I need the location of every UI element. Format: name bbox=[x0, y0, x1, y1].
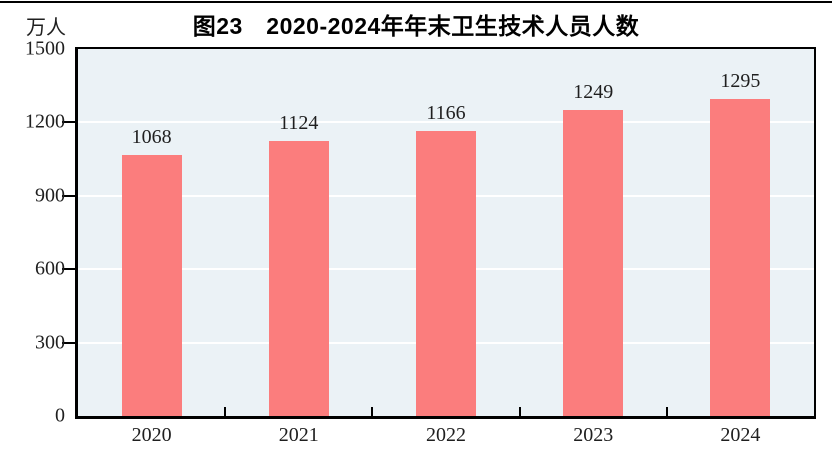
x-tick-label: 2024 bbox=[720, 424, 761, 446]
y-tick-label: 300 bbox=[35, 331, 65, 354]
x-tick-mark bbox=[371, 407, 374, 416]
bar-value-label: 1295 bbox=[720, 70, 761, 93]
bar-2024 bbox=[710, 99, 771, 416]
bar-2023 bbox=[563, 110, 624, 416]
plot-area: 1068 1124 1166 1249 1295 bbox=[75, 47, 816, 419]
y-tick-label: 900 bbox=[35, 184, 65, 207]
bar-value-label: 1124 bbox=[279, 112, 319, 134]
y-tick-label: 0 bbox=[55, 404, 65, 427]
top-rule bbox=[0, 1, 832, 3]
y-tick-label: 1500 bbox=[25, 37, 65, 60]
y-tick-mark bbox=[62, 194, 75, 197]
y-axis: 0 300 600 900 1200 1500 bbox=[0, 38, 75, 427]
x-tick-label: 2022 bbox=[426, 424, 466, 446]
x-tick-label: 2020 bbox=[131, 424, 172, 446]
x-tick-mark bbox=[665, 407, 668, 416]
y-tick-label: 1200 bbox=[25, 110, 65, 133]
x-tick-label: 2023 bbox=[573, 424, 614, 446]
bar-value-label: 1249 bbox=[573, 81, 614, 104]
y-tick-label: 600 bbox=[35, 257, 65, 280]
y-tick-mark bbox=[62, 341, 75, 344]
chart-title: 图23 2020-2024年年末卫生技术人员人数 bbox=[192, 13, 640, 39]
y-tick-mark bbox=[62, 121, 75, 124]
gridline bbox=[78, 121, 814, 124]
y-axis-unit-label: 万人 bbox=[26, 17, 66, 39]
bar-2021 bbox=[268, 141, 329, 416]
bar-2022 bbox=[416, 130, 476, 416]
x-axis: 2020 2021 2022 2023 2024 bbox=[78, 424, 814, 447]
bar-value-label: 1166 bbox=[426, 101, 466, 124]
bar-value-label: 1068 bbox=[131, 125, 172, 148]
y-tick-mark bbox=[62, 268, 75, 271]
x-tick-label: 2021 bbox=[278, 424, 319, 446]
x-tick-mark bbox=[224, 407, 227, 416]
bar-2020 bbox=[121, 154, 182, 416]
x-tick-mark bbox=[518, 407, 521, 416]
